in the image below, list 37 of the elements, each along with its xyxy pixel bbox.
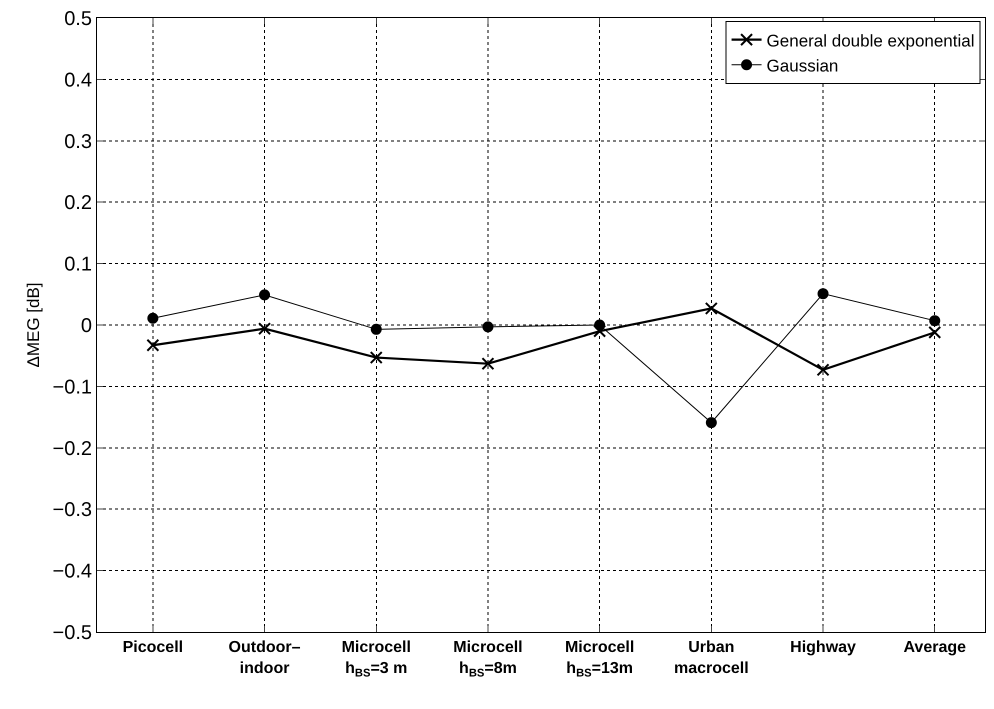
x-tick-label: Urban macrocell (674, 639, 749, 677)
point (370, 324, 382, 335)
point (370, 351, 383, 364)
x-tick-label: Average (903, 639, 966, 656)
x-tick-label: Microcell h$_{BS}$=3 m (342, 639, 411, 680)
point (482, 321, 494, 332)
point (816, 363, 830, 376)
point (147, 312, 158, 324)
y-tick-label: 0 (80, 315, 92, 337)
point (818, 288, 829, 300)
x-tick-label: Microcell h$_{BS}$=13m (564, 639, 634, 680)
point (481, 357, 494, 370)
y-tick-label: 0.2 (64, 192, 92, 214)
legend-label: General double exponential (766, 31, 974, 50)
y-tick-label: 0.5 (64, 8, 92, 30)
y-tick-label: 0.3 (64, 130, 92, 153)
point (593, 324, 606, 338)
y-tick-label: 0.1 (64, 254, 92, 276)
y-tick-label: 0.4 (64, 69, 92, 92)
point (258, 322, 272, 336)
y-tick-label: −0.5 (52, 622, 92, 644)
point (928, 326, 942, 339)
x-tick-label: Outdoor– indoor (228, 639, 301, 677)
y-tick-label: −0.1 (52, 376, 92, 398)
point (146, 338, 160, 352)
point (706, 417, 717, 428)
y-axis-title: ΔMEG [dB] (24, 282, 44, 368)
y-tick-label: −0.4 (52, 560, 92, 583)
x-tick-label: Microcell h$_{BS}$=8m (453, 639, 523, 680)
point (929, 315, 940, 326)
y-tick-label: −0.3 (52, 499, 92, 522)
x-tick-label: Highway (790, 639, 856, 656)
point (259, 289, 270, 300)
y-tick-label: −0.2 (52, 438, 92, 460)
x-tick-label: Picocell (122, 639, 184, 656)
point (704, 302, 718, 315)
legend-label: Gaussian (766, 56, 838, 76)
